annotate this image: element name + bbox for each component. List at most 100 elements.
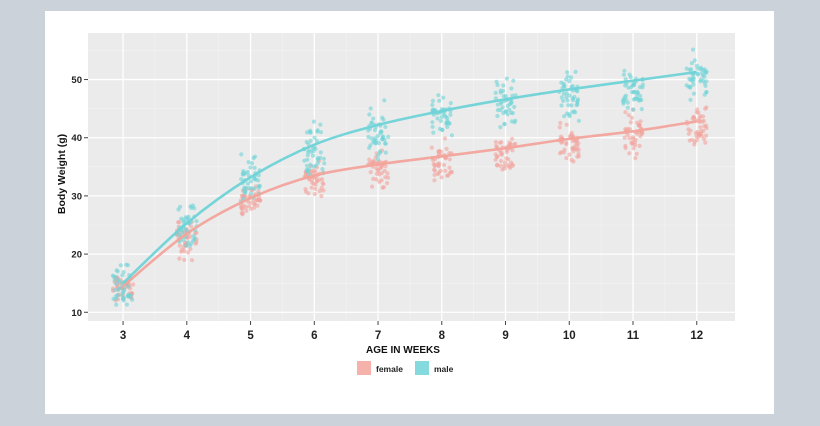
data-point-female xyxy=(572,146,578,152)
data-point-female xyxy=(255,203,260,208)
data-point-male xyxy=(625,100,630,105)
x-tick-label: 9 xyxy=(502,330,508,342)
data-point-male xyxy=(184,243,189,248)
data-point-male xyxy=(304,163,309,168)
data-point-male xyxy=(382,98,387,103)
data-point-male xyxy=(383,150,388,155)
data-point-female xyxy=(379,170,385,176)
data-point-female xyxy=(189,258,195,263)
data-point-male xyxy=(688,97,693,102)
data-point-male xyxy=(114,281,119,286)
data-point-male xyxy=(571,97,576,103)
data-point-female xyxy=(193,241,198,246)
data-point-female xyxy=(505,163,510,168)
legend-swatch-male xyxy=(415,361,429,375)
data-point-male xyxy=(448,101,453,106)
y-tick-label: 50 xyxy=(71,75,82,86)
data-point-female xyxy=(370,184,375,189)
data-point-male xyxy=(121,295,127,300)
data-point-male xyxy=(561,98,566,103)
data-point-female xyxy=(701,128,706,133)
data-point-female xyxy=(313,182,318,187)
data-point-female xyxy=(638,119,643,124)
data-point-male xyxy=(181,237,186,243)
data-point-female xyxy=(704,126,709,131)
data-point-female xyxy=(188,246,193,252)
legend: female male xyxy=(357,361,454,375)
data-point-male xyxy=(504,76,509,81)
data-point-male xyxy=(306,142,311,147)
data-point-female xyxy=(371,176,376,181)
data-point-male xyxy=(498,125,503,130)
data-point-male xyxy=(318,150,323,155)
data-point-female xyxy=(493,139,498,145)
data-point-male xyxy=(121,270,126,275)
data-point-male xyxy=(194,219,199,224)
data-point-female xyxy=(444,146,449,151)
data-point-male xyxy=(561,81,566,86)
data-point-male xyxy=(239,152,244,157)
data-point-female xyxy=(498,163,503,168)
data-point-female xyxy=(446,173,451,178)
data-point-male xyxy=(639,107,644,112)
data-point-male xyxy=(181,217,186,222)
data-point-male xyxy=(449,133,454,138)
data-point-female xyxy=(254,197,259,203)
data-point-female xyxy=(385,181,390,186)
y-tick-label: 40 xyxy=(71,133,82,144)
data-point-female xyxy=(557,151,563,156)
data-point-female xyxy=(561,150,567,155)
data-point-male xyxy=(565,74,571,79)
data-point-male xyxy=(564,111,570,116)
data-point-female xyxy=(510,136,515,141)
data-point-male xyxy=(186,240,191,245)
data-point-female xyxy=(508,142,513,147)
x-tick-label: 10 xyxy=(563,330,576,342)
data-point-male xyxy=(249,186,254,191)
data-point-male xyxy=(116,277,121,283)
data-point-male xyxy=(366,128,371,133)
data-point-male xyxy=(185,216,190,221)
data-point-female xyxy=(436,149,441,155)
data-point-female xyxy=(182,249,187,254)
data-point-female xyxy=(432,178,437,183)
data-point-male xyxy=(178,204,183,209)
data-point-female xyxy=(240,211,245,216)
data-point-male xyxy=(632,82,637,87)
data-point-male xyxy=(177,232,182,237)
data-point-male xyxy=(378,131,383,136)
data-point-male xyxy=(564,91,570,96)
data-point-male xyxy=(565,70,570,75)
data-point-male xyxy=(621,72,627,77)
data-point-male xyxy=(431,130,436,135)
data-point-male xyxy=(691,82,696,87)
data-point-female xyxy=(627,151,632,156)
data-point-female xyxy=(623,110,628,115)
data-point-male xyxy=(315,129,320,134)
data-point-female xyxy=(627,136,632,141)
data-point-female xyxy=(303,187,308,192)
trend-line-male xyxy=(122,70,697,285)
data-point-female xyxy=(564,122,569,127)
data-point-female xyxy=(177,256,182,261)
data-point-female xyxy=(701,136,707,141)
data-point-female xyxy=(569,157,574,163)
data-point-female xyxy=(502,160,508,165)
data-point-female xyxy=(629,115,635,120)
data-point-male xyxy=(509,86,514,91)
data-point-male xyxy=(510,93,515,98)
data-point-male xyxy=(703,69,708,74)
data-point-female xyxy=(182,257,187,262)
data-point-male xyxy=(312,135,317,140)
data-point-female xyxy=(686,127,691,132)
data-point-male xyxy=(369,120,374,125)
scatter-chart: 3 4 5 6 7 8 9 10 11 12 10 20 30 40 50 AGE IN WEEKS Bod… xyxy=(56,33,735,375)
data-point-female xyxy=(309,185,314,190)
data-point-male xyxy=(383,124,388,129)
data-point-male xyxy=(252,165,257,170)
data-point-female xyxy=(692,116,697,121)
data-point-female xyxy=(701,118,706,124)
data-point-male xyxy=(369,136,374,141)
data-point-female xyxy=(447,165,452,170)
data-point-female xyxy=(692,139,698,144)
